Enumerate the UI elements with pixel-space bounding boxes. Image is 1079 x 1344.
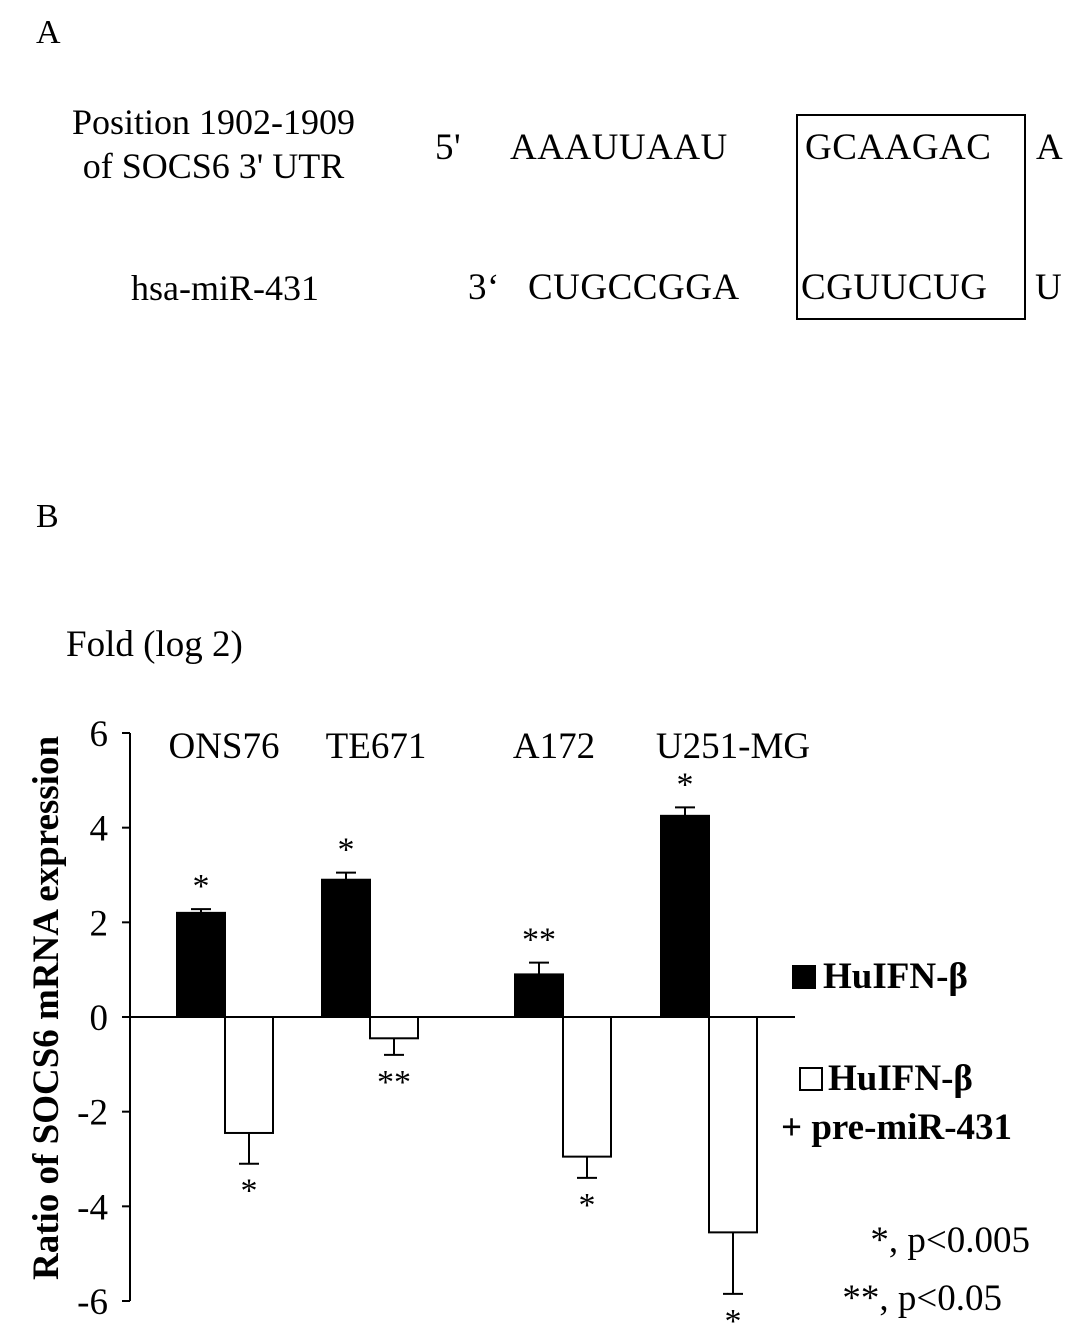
mir-seq-seed: CGUUCUG bbox=[801, 267, 988, 308]
legend-swatch-huifn bbox=[792, 965, 816, 989]
panel-b-letter: B bbox=[36, 498, 59, 535]
socs6-bar-chart: Fold (log 2) Ratio of SOCS6 mRNA express… bbox=[26, 624, 1030, 1340]
mir-seq-right: U bbox=[1035, 267, 1063, 308]
utr-5prime-end: 5' bbox=[435, 127, 462, 168]
bar bbox=[708, 1016, 758, 1234]
mir-seq-left: CUGCCGGA bbox=[528, 267, 740, 308]
utr-label: Position 1902-1909 of SOCS6 3' UTR bbox=[36, 100, 391, 188]
panel-a-letter: A bbox=[36, 14, 61, 51]
utr-seq-right: A bbox=[1036, 127, 1064, 168]
mir-3prime-end: 3‘ bbox=[468, 267, 500, 308]
category-label: TE671 bbox=[326, 726, 427, 767]
legend-label-huifn-premir-line2: + pre-miR-431 bbox=[781, 1107, 1012, 1148]
category-label: A172 bbox=[513, 726, 595, 767]
y-tick-label: 2 bbox=[90, 903, 109, 944]
mir-label: hsa-miR-431 bbox=[131, 268, 319, 308]
bar bbox=[369, 1016, 419, 1040]
fold-label: Fold (log 2) bbox=[66, 624, 243, 665]
significance-note-2: **, p<0.05 bbox=[842, 1278, 1002, 1319]
legend-label-huifn: HuIFN-β bbox=[823, 956, 968, 997]
utr-label-line2: of SOCS6 3' UTR bbox=[82, 146, 345, 186]
legend-swatch-huifn-premir bbox=[799, 1067, 823, 1091]
y-tick-label: 4 bbox=[90, 809, 109, 850]
legend-label-huifn-premir-line1: HuIFN-β bbox=[828, 1058, 973, 1099]
bar bbox=[514, 973, 564, 1018]
category-label: ONS76 bbox=[168, 726, 279, 767]
utr-label-line1: Position 1902-1909 bbox=[71, 102, 356, 142]
seed-region-box bbox=[796, 114, 1026, 320]
utr-seq-left: AAAUUAAU bbox=[510, 127, 728, 168]
y-tick-label: 0 bbox=[90, 998, 109, 1039]
bar bbox=[562, 1016, 612, 1158]
y-tick-label: 6 bbox=[90, 714, 109, 755]
y-axis-label: Ratio of SOCS6 mRNA expression bbox=[26, 736, 67, 1280]
significance-marker: * bbox=[677, 766, 694, 803]
significance-marker: * bbox=[241, 1173, 258, 1210]
bar bbox=[224, 1016, 274, 1134]
significance-marker: * bbox=[579, 1187, 596, 1224]
category-label: U251-MG bbox=[656, 726, 810, 767]
significance-marker: * bbox=[338, 832, 355, 869]
significance-marker: ** bbox=[522, 922, 556, 959]
bar bbox=[660, 814, 710, 1018]
significance-marker: * bbox=[725, 1303, 742, 1340]
significance-note-1: *, p<0.005 bbox=[870, 1220, 1030, 1261]
utr-seq-seed: GCAAGAC bbox=[805, 127, 992, 168]
bar bbox=[321, 878, 371, 1018]
y-tick-label: -2 bbox=[77, 1093, 108, 1134]
y-tick-label: -4 bbox=[77, 1187, 108, 1228]
bar bbox=[176, 911, 226, 1018]
significance-marker: * bbox=[193, 868, 210, 905]
significance-marker: ** bbox=[377, 1064, 411, 1101]
y-tick-label: -6 bbox=[77, 1282, 108, 1323]
